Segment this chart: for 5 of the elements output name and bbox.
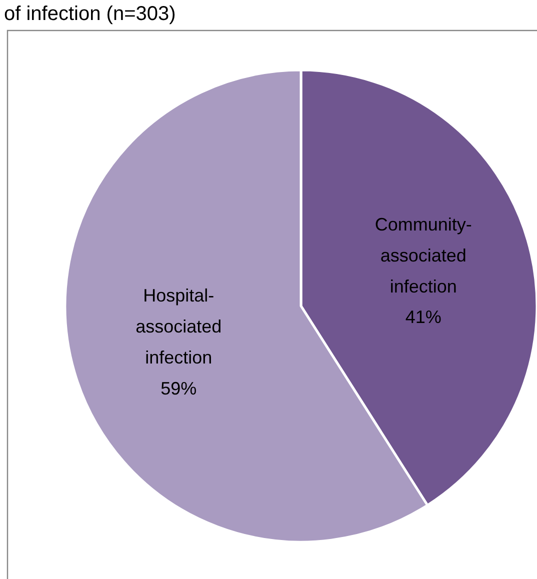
data-label: 41% (405, 307, 442, 328)
slice-label: Hospital-associated infection (136, 285, 222, 368)
chart-title: of infection (n=303) (4, 3, 176, 25)
slice-label: Community-associated infection (374, 214, 472, 296)
data-label: 59% (160, 378, 197, 398)
